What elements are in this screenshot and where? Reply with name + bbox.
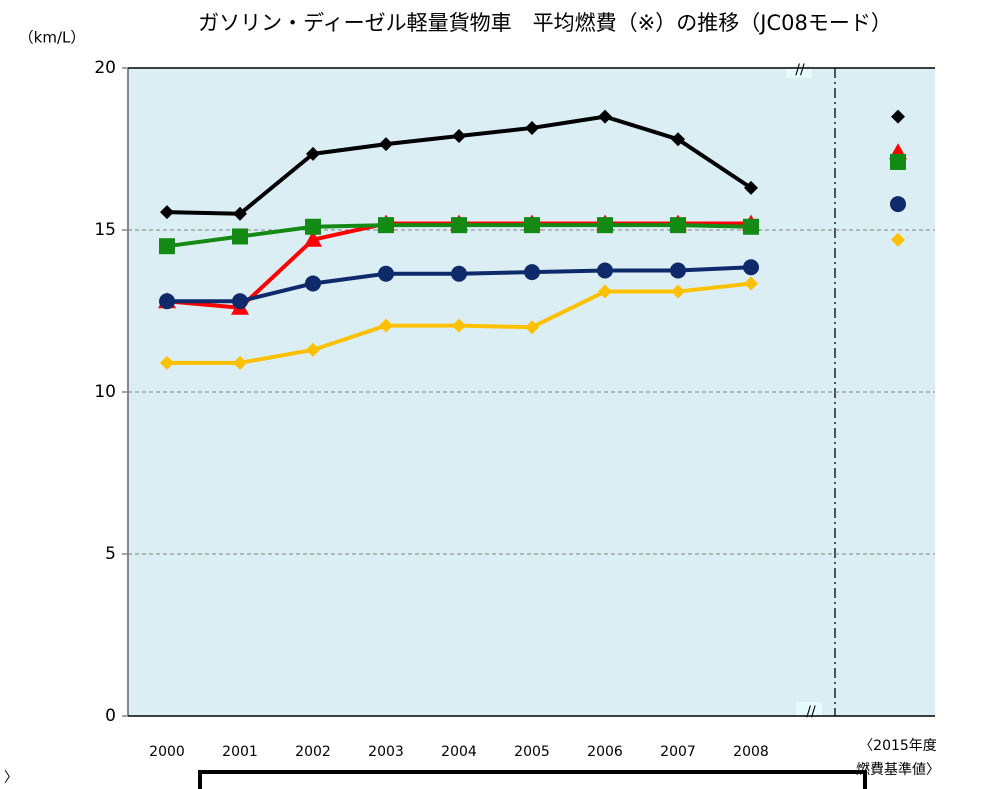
break-mark bbox=[786, 66, 812, 78]
marker bbox=[378, 265, 394, 282]
marker bbox=[232, 293, 248, 310]
chart-title: ガソリン・ディーゼル軽量貨物車 平均燃費（※）の推移（JC08モード） bbox=[198, 11, 892, 35]
break-symbol: // bbox=[795, 62, 805, 78]
marker bbox=[160, 355, 174, 370]
x-tick-label: 2003 bbox=[368, 744, 404, 760]
legend-box bbox=[198, 770, 867, 789]
marker bbox=[525, 320, 539, 335]
y-tick-label: 10 bbox=[94, 382, 116, 402]
marker bbox=[671, 284, 685, 299]
marker bbox=[232, 228, 248, 245]
x-tick-label: 2005 bbox=[514, 744, 550, 760]
marker bbox=[597, 262, 613, 279]
marker bbox=[305, 218, 321, 235]
marker bbox=[524, 264, 540, 281]
marker bbox=[524, 217, 540, 234]
y-tick-label: 0 bbox=[105, 706, 116, 726]
y-tick-label: 20 bbox=[94, 58, 116, 78]
marker bbox=[305, 275, 321, 292]
marker bbox=[452, 129, 466, 144]
x-tick-label: 2006 bbox=[587, 744, 623, 760]
y-tick-label: 5 bbox=[105, 544, 116, 564]
marker bbox=[304, 230, 322, 247]
marker bbox=[159, 293, 175, 310]
note-fragment: 〉 bbox=[4, 770, 18, 786]
marker bbox=[890, 196, 906, 213]
marker bbox=[379, 318, 393, 333]
y-unit: （km/L） bbox=[19, 29, 86, 47]
x-tick-label: 2008 bbox=[733, 744, 769, 760]
y-tick-label: 15 bbox=[94, 220, 116, 240]
marker bbox=[598, 284, 612, 299]
marker bbox=[451, 217, 467, 234]
marker bbox=[160, 205, 174, 220]
marker bbox=[744, 180, 758, 195]
standard-label: 〈2015年度 bbox=[859, 738, 937, 754]
standard-label: 燃費基準値〉 bbox=[856, 761, 940, 778]
x-tick-label: 2001 bbox=[222, 744, 258, 760]
marker bbox=[306, 146, 320, 161]
marker bbox=[233, 206, 247, 221]
marker bbox=[233, 355, 247, 370]
marker bbox=[598, 109, 612, 124]
marker bbox=[159, 238, 175, 255]
x-tick-label: 2000 bbox=[149, 744, 185, 760]
marker bbox=[891, 232, 905, 247]
x-tick-label: 2002 bbox=[295, 744, 331, 760]
break-symbol: // bbox=[806, 704, 816, 720]
x-tick-label: 2004 bbox=[441, 744, 477, 760]
marker bbox=[743, 218, 759, 235]
marker bbox=[306, 342, 320, 357]
marker bbox=[890, 153, 906, 170]
marker bbox=[743, 259, 759, 276]
marker bbox=[670, 262, 686, 279]
marker bbox=[744, 276, 758, 291]
marker bbox=[891, 109, 905, 124]
marker bbox=[379, 137, 393, 152]
marker bbox=[452, 318, 466, 333]
marker bbox=[451, 265, 467, 282]
marker bbox=[670, 217, 686, 234]
break-mark bbox=[796, 702, 822, 716]
marker bbox=[378, 217, 394, 234]
marker bbox=[597, 217, 613, 234]
marker bbox=[525, 120, 539, 135]
marker bbox=[671, 132, 685, 147]
x-tick-label: 2007 bbox=[660, 744, 696, 760]
